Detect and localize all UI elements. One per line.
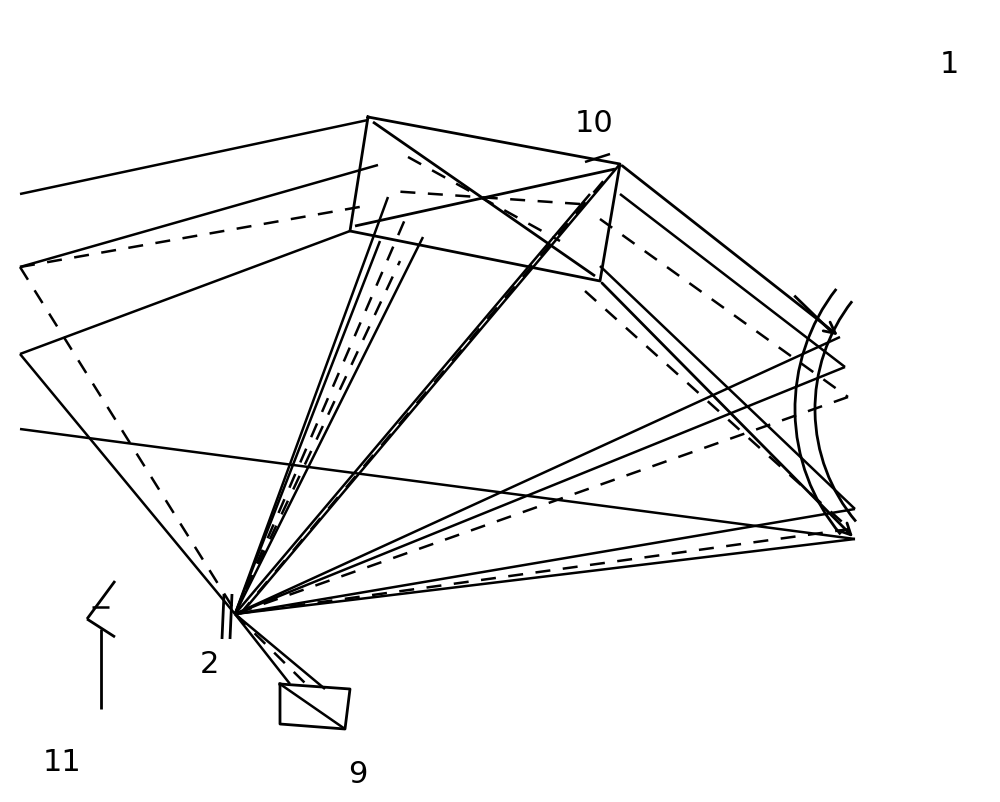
Text: 1: 1 <box>940 50 959 79</box>
Text: 11: 11 <box>43 747 81 776</box>
Text: 2: 2 <box>200 649 219 678</box>
Text: 10: 10 <box>575 109 614 138</box>
Text: 9: 9 <box>348 759 367 788</box>
